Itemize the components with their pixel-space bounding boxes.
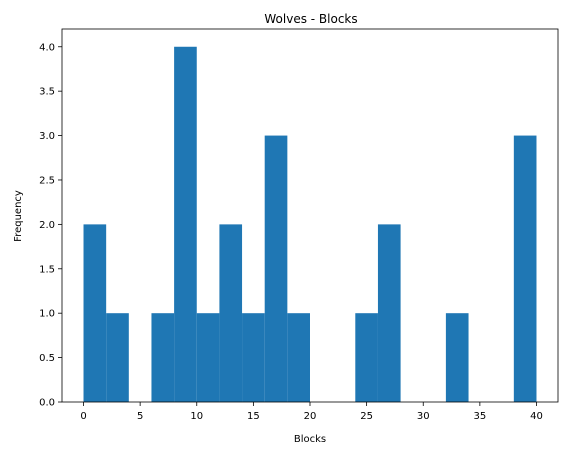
x-axis-ticks: 0 5 10 15 20 25 30 35 40	[80, 402, 543, 422]
histogram-bar-1	[106, 313, 129, 402]
histogram-bar-8	[264, 135, 288, 403]
x-tick-label: 30	[417, 411, 430, 422]
y-tick-label: 2.5	[39, 175, 55, 186]
x-tick-label: 5	[137, 411, 143, 422]
y-axis-label: Frequency	[13, 190, 24, 242]
chart-title: Wolves - Blocks	[264, 12, 357, 26]
histogram-bar-13	[377, 224, 401, 402]
x-tick-label: 35	[473, 411, 486, 422]
y-axis-ticks: 0.0 0.5 1.0 1.5 2.0 2.5 3.0 3.5 4.0	[39, 42, 62, 409]
y-tick-label: 1.0	[39, 309, 55, 320]
histogram-bar-7	[242, 313, 265, 402]
x-tick-label: 10	[190, 411, 203, 422]
histogram-bar-6	[219, 224, 243, 402]
y-tick-label: 0.5	[39, 353, 55, 364]
y-tick-label: 3.5	[39, 87, 55, 98]
y-tick-label: 4.0	[39, 42, 55, 53]
x-tick-label: 20	[304, 411, 317, 422]
histogram-bar-12	[355, 313, 378, 402]
x-tick-label: 15	[247, 411, 260, 422]
plot-frame	[61, 28, 559, 403]
histogram-bar-0	[83, 224, 107, 402]
x-tick-label: 25	[360, 411, 373, 422]
y-tick-label: 1.5	[39, 264, 55, 275]
histogram-bar-19	[513, 135, 537, 403]
x-axis-label: Blocks	[294, 434, 326, 445]
bars-group	[83, 46, 537, 403]
y-tick-label: 0.0	[39, 398, 55, 409]
histogram-bar-16	[445, 313, 469, 402]
histogram-bar-4	[174, 46, 197, 403]
y-tick-label: 3.0	[39, 131, 55, 142]
x-tick-label: 0	[80, 411, 86, 422]
histogram-bar-5	[196, 313, 220, 402]
y-tick-label: 2.0	[39, 220, 55, 231]
x-tick-label: 40	[530, 411, 543, 422]
histogram-bar-9	[287, 313, 310, 402]
histogram-bar-3	[151, 313, 175, 402]
